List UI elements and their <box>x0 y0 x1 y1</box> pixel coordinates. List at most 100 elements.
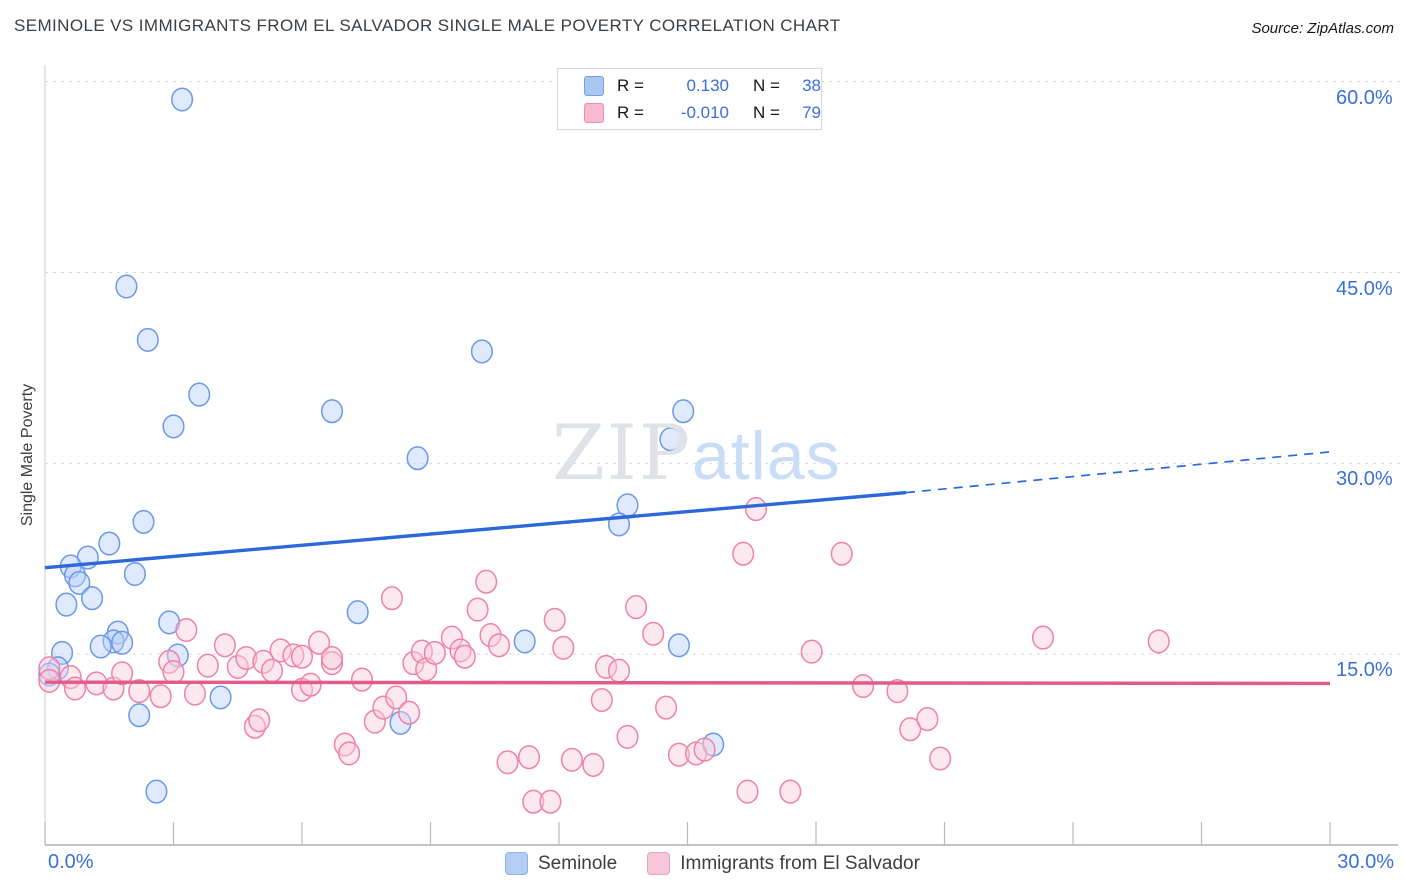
data-point-el-salvador[interactable] <box>380 586 403 611</box>
data-point-seminole[interactable] <box>659 427 682 452</box>
data-point-el-salvador[interactable] <box>269 638 292 663</box>
data-point-el-salvador[interactable] <box>655 695 678 720</box>
data-point-seminole[interactable] <box>132 509 155 534</box>
data-point-el-salvador[interactable] <box>299 672 322 697</box>
data-point-seminole[interactable] <box>162 414 185 439</box>
data-point-el-salvador[interactable] <box>475 569 498 594</box>
data-point-el-salvador[interactable] <box>929 746 952 771</box>
data-point-el-salvador[interactable] <box>607 658 631 683</box>
data-point-el-salvador[interactable] <box>732 541 755 566</box>
data-point-el-salvador[interactable] <box>779 779 802 804</box>
data-point-el-salvador[interactable] <box>625 595 648 620</box>
data-point-seminole[interactable] <box>38 662 61 687</box>
data-point-seminole[interactable] <box>51 640 74 665</box>
data-point-seminole[interactable] <box>123 561 146 587</box>
data-point-el-salvador[interactable] <box>560 747 583 772</box>
data-point-el-salvador[interactable] <box>543 607 566 632</box>
data-point-el-salvador[interactable] <box>487 633 511 658</box>
data-point-el-salvador[interactable] <box>496 750 519 775</box>
data-point-seminole[interactable] <box>513 629 536 654</box>
data-point-el-salvador[interactable] <box>385 685 408 710</box>
data-point-el-salvador[interactable] <box>693 737 716 762</box>
data-point-seminole[interactable] <box>188 382 211 407</box>
data-point-el-salvador[interactable] <box>243 714 266 739</box>
data-point-seminole[interactable] <box>98 531 121 556</box>
series-legend: Seminole Immigrants from El Salvador <box>505 852 940 875</box>
data-point-seminole[interactable] <box>89 634 112 659</box>
data-point-el-salvador[interactable] <box>308 630 331 655</box>
data-point-el-salvador[interactable] <box>522 789 545 814</box>
data-point-el-salvador[interactable] <box>539 789 562 814</box>
data-point-seminole[interactable] <box>68 570 91 595</box>
data-point-el-salvador[interactable] <box>320 645 344 671</box>
data-point-el-salvador[interactable] <box>744 497 768 522</box>
data-point-el-salvador[interactable] <box>423 640 446 665</box>
data-point-seminole[interactable] <box>102 629 125 654</box>
data-point-seminole[interactable] <box>81 586 104 611</box>
data-point-el-salvador[interactable] <box>350 667 374 692</box>
data-point-el-salvador[interactable] <box>252 649 275 674</box>
data-point-el-salvador[interactable] <box>372 695 395 720</box>
data-point-el-salvador[interactable] <box>38 656 61 681</box>
data-point-seminole[interactable] <box>55 592 78 617</box>
data-point-el-salvador[interactable] <box>616 724 639 749</box>
data-point-el-salvador[interactable] <box>196 653 219 678</box>
data-point-seminole[interactable] <box>406 446 429 471</box>
data-point-seminole[interactable] <box>667 633 690 658</box>
data-point-el-salvador[interactable] <box>466 597 489 622</box>
data-point-el-salvador[interactable] <box>590 687 613 713</box>
data-point-el-salvador[interactable] <box>582 752 605 777</box>
data-point-el-salvador[interactable] <box>128 679 151 704</box>
data-point-seminole[interactable] <box>128 703 151 728</box>
data-point-el-salvador[interactable] <box>282 643 305 668</box>
data-point-el-salvador[interactable] <box>479 623 502 648</box>
data-point-seminole[interactable] <box>136 327 159 352</box>
data-point-el-salvador[interactable] <box>320 651 344 676</box>
data-point-el-salvador[interactable] <box>260 658 284 683</box>
n-label: N = <box>753 75 780 95</box>
data-point-el-salvador[interactable] <box>800 639 823 664</box>
source-attribution: Source: ZipAtlas.com <box>1251 20 1394 37</box>
data-point-el-salvador[interactable] <box>1147 629 1170 654</box>
data-point-el-salvador[interactable] <box>175 617 198 643</box>
data-point-seminole[interactable] <box>111 630 134 655</box>
el-salvador-swatch-icon <box>584 102 604 123</box>
data-point-el-salvador[interactable] <box>899 717 922 742</box>
data-point-el-salvador[interactable] <box>552 635 575 660</box>
data-point-el-salvador[interactable] <box>149 684 172 709</box>
data-point-el-salvador[interactable] <box>916 707 939 732</box>
data-point-seminole[interactable] <box>672 399 695 424</box>
data-point-el-salvador[interactable] <box>162 659 185 685</box>
data-point-seminole[interactable] <box>346 600 369 625</box>
data-point-el-salvador[interactable] <box>235 645 258 671</box>
data-point-el-salvador[interactable] <box>886 679 909 704</box>
data-point-el-salvador[interactable] <box>338 741 361 766</box>
data-point-el-salvador[interactable] <box>667 742 690 767</box>
data-point-seminole[interactable] <box>389 710 412 735</box>
data-point-seminole[interactable] <box>320 399 344 424</box>
data-point-el-salvador[interactable] <box>290 644 314 669</box>
data-point-el-salvador[interactable] <box>595 654 618 679</box>
data-point-seminole[interactable] <box>470 339 493 364</box>
data-point-el-salvador[interactable] <box>852 673 875 699</box>
data-point-seminole[interactable] <box>209 685 232 710</box>
data-point-el-salvador[interactable] <box>736 779 759 804</box>
data-point-el-salvador[interactable] <box>453 644 476 669</box>
data-point-el-salvador[interactable] <box>642 621 665 646</box>
data-point-el-salvador[interactable] <box>363 709 386 734</box>
data-point-el-salvador[interactable] <box>517 745 541 770</box>
data-point-seminole[interactable] <box>115 274 138 299</box>
data-point-el-salvador[interactable] <box>398 700 421 725</box>
trend-line-el-salvador <box>44 680 1331 686</box>
data-point-seminole[interactable] <box>171 87 194 112</box>
y-axis-tick-label: 60.0% <box>1336 86 1393 109</box>
data-point-el-salvador[interactable] <box>226 654 249 679</box>
data-point-el-salvador[interactable] <box>830 541 853 566</box>
data-point-el-salvador[interactable] <box>1031 625 1055 650</box>
data-point-el-salvador[interactable] <box>440 625 463 650</box>
data-point-el-salvador[interactable] <box>213 633 236 658</box>
data-point-el-salvador[interactable] <box>248 708 271 733</box>
data-point-el-salvador[interactable] <box>111 661 134 686</box>
data-point-seminole[interactable] <box>145 779 168 804</box>
data-point-el-salvador[interactable] <box>183 681 206 706</box>
